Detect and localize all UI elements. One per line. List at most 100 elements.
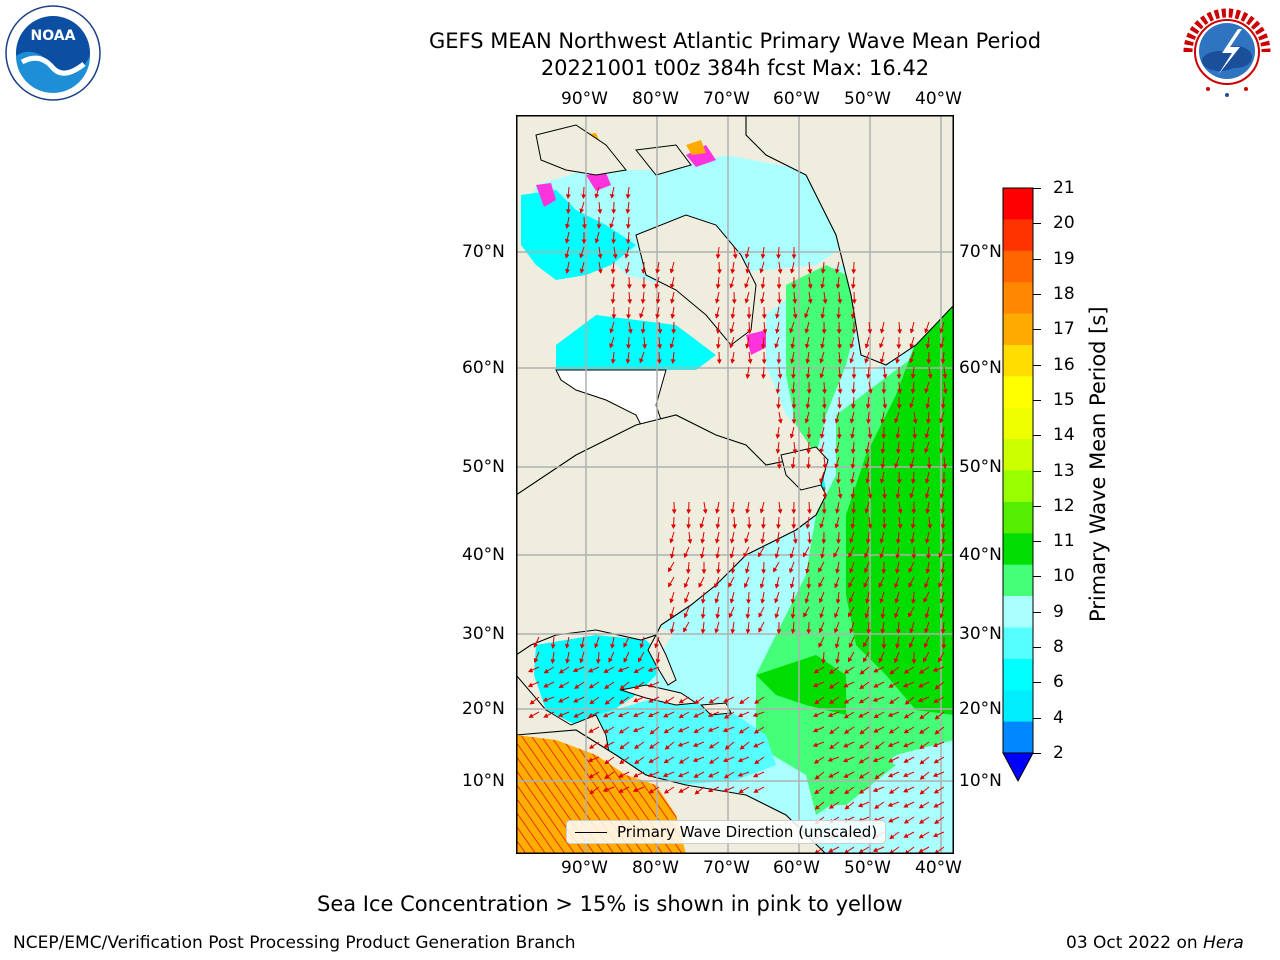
wave-arrow-head xyxy=(828,773,834,778)
wave-arrow-head xyxy=(716,269,722,275)
wave-arrow-head xyxy=(589,789,595,795)
wave-arrow-head xyxy=(627,328,633,334)
colorbar-segment xyxy=(1003,501,1033,534)
map-panel xyxy=(516,115,954,855)
wave-arrow-head xyxy=(775,434,781,439)
lon-label-top-80w: 80°W xyxy=(632,89,679,109)
wave-arrow-head xyxy=(829,729,835,735)
wave-arrow-head xyxy=(723,773,729,779)
wave-arrow-head xyxy=(596,224,602,230)
wave-arrow-head xyxy=(896,404,902,410)
hudson-bay xyxy=(556,315,716,370)
wave-arrow-head xyxy=(693,773,699,778)
wave-arrow-head xyxy=(911,599,916,605)
wave-arrow-head xyxy=(863,568,869,574)
wave-arrow-head xyxy=(835,508,840,514)
wave-arrow-head xyxy=(722,727,728,733)
wave-arrow-head xyxy=(639,643,645,649)
wave-arrow-head xyxy=(818,627,824,634)
wave-arrow-head xyxy=(654,643,659,649)
wave-arrow-head xyxy=(633,668,639,674)
wave-arrow-head xyxy=(594,643,599,649)
wave-arrow-head xyxy=(656,359,662,365)
wave-arrow-head xyxy=(776,359,782,365)
wave-arrow-head xyxy=(624,268,630,274)
wave-arrow-head xyxy=(918,683,924,688)
wave-arrow-head xyxy=(867,388,873,394)
wave-arrow-head xyxy=(558,683,564,689)
wave-arrow-head xyxy=(790,464,796,469)
wave-arrow-head xyxy=(851,329,857,335)
colorbar-tick-mark xyxy=(1033,293,1041,295)
wave-arrow-head xyxy=(557,712,564,718)
lat-label-right-30n: 30°N xyxy=(959,624,1002,644)
wave-arrow-head xyxy=(812,727,819,733)
wave-arrow-head xyxy=(776,629,782,635)
wave-arrow-head xyxy=(940,524,946,529)
wave-arrow-head xyxy=(597,254,603,259)
wave-arrow-head xyxy=(909,628,915,634)
lat-label-left-50n: 50°N xyxy=(462,457,505,477)
colorbar-tick-mark xyxy=(1033,470,1041,472)
wave-arrow-head xyxy=(683,627,688,633)
wave-arrow-head xyxy=(619,699,625,704)
wave-arrow-head xyxy=(894,658,899,664)
wave-arrow-head xyxy=(806,629,812,635)
wave-arrow-head xyxy=(880,464,886,469)
wave-arrow-head xyxy=(849,628,854,634)
wave-arrow-head xyxy=(807,284,813,289)
wave-arrow-head xyxy=(573,698,579,703)
wave-arrow-head xyxy=(707,787,714,793)
wave-arrow-head xyxy=(938,657,943,663)
wave-arrow-head xyxy=(587,757,593,763)
wave-arrow-head xyxy=(834,613,839,619)
colorbar-tick-label: 8 xyxy=(1053,637,1064,658)
wave-arrow-head xyxy=(807,298,813,304)
wave-arrow-head xyxy=(821,509,827,515)
lon-label-top-90w: 90°W xyxy=(561,89,608,109)
lat-label-left-10n: 10°N xyxy=(462,771,505,791)
title-line-1: GEFS MEAN Northwest Atlantic Primary Wav… xyxy=(428,29,1042,53)
wave-arrow-head xyxy=(850,284,856,290)
wave-arrow-head xyxy=(837,494,843,499)
wave-arrow-head xyxy=(880,449,886,454)
wave-arrow-head xyxy=(791,524,797,530)
wave-arrow-head xyxy=(818,598,824,604)
wave-arrow-head xyxy=(865,539,871,544)
wave-arrow-head xyxy=(804,343,810,349)
colorbar-tick-label: 15 xyxy=(1053,389,1075,410)
wave-arrow-head xyxy=(865,374,871,380)
wave-arrow-head xyxy=(819,358,825,364)
colorbar-segment xyxy=(1003,627,1033,660)
wave-arrow-head xyxy=(777,269,783,274)
wave-arrow-head xyxy=(602,787,608,792)
wave-arrow-head xyxy=(924,538,930,544)
colorbar xyxy=(1000,185,1036,785)
wave-arrow-head xyxy=(789,433,795,439)
wave-arrow-head xyxy=(626,314,631,320)
wave-arrow-head xyxy=(707,712,713,718)
wave-arrow-head xyxy=(700,629,706,634)
wave-arrow-head xyxy=(775,389,781,394)
wave-arrow-head xyxy=(708,744,714,749)
wave-arrow-head xyxy=(775,328,780,334)
colorbar-tick-mark xyxy=(1033,647,1041,649)
wave-arrow-head xyxy=(745,343,750,349)
wave-arrow-head xyxy=(533,658,539,664)
wave-arrow-head xyxy=(821,419,827,425)
wave-arrow-head xyxy=(603,712,609,718)
wave-arrow-head xyxy=(692,757,698,763)
wave-arrow-head xyxy=(867,494,873,499)
atlantic-green-south xyxy=(806,745,896,805)
wave-arrow-head xyxy=(775,538,781,544)
wave-arrow-head xyxy=(791,419,797,425)
wave-arrow-head xyxy=(579,658,584,664)
wave-arrow-head xyxy=(859,729,865,735)
wave-arrow-head xyxy=(574,684,580,689)
wave-arrow-head xyxy=(701,569,707,575)
wave-arrow-head xyxy=(776,299,782,305)
wave-arrow-head xyxy=(933,698,939,703)
wave-arrow-head xyxy=(603,668,609,673)
wave-arrow-head xyxy=(908,567,913,573)
wave-arrow-head xyxy=(528,713,534,718)
